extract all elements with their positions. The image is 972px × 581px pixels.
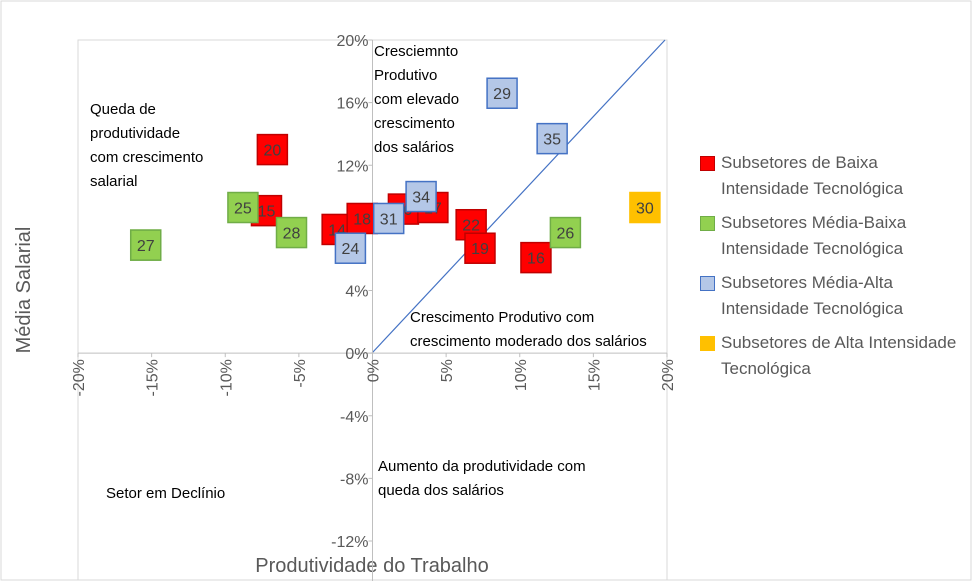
x-tick-label: 0% [366,359,383,382]
legend-label: Subsetores Média-Alta Intensidade Tecnol… [721,273,904,318]
legend: Subsetores de Baixa Intensidade Tecnológ… [700,150,965,390]
legend-item: Subsetores Média-Baixa Intensidade Tecno… [700,210,965,262]
point [275,216,308,249]
y-tick-label: -12% [331,534,368,551]
x-tick-label: 20% [660,359,677,391]
annotation: queda dos salários [378,482,504,499]
point [129,229,162,261]
point-label: 22 [462,218,480,235]
annotation: Crescimento Produtivo com [410,309,594,326]
y-tick-label: 0% [345,346,368,363]
point [464,232,496,264]
y-tick-label: 20% [336,33,368,50]
point [372,202,405,235]
x-tick-label: 10% [513,359,530,391]
legend-swatch [700,276,715,291]
legend-swatch [700,216,715,231]
point [227,191,259,224]
legend-label: Subsetores de Baixa Intensidade Tecnológ… [721,153,904,198]
point [346,202,378,235]
point-label: 16 [527,251,545,268]
legend-label: Subsetores Média-Baixa Intensidade Tecno… [721,213,907,258]
legend-item: Subsetores de Alta Intensidade Tecnológi… [700,330,965,382]
annotation: dos salários [374,139,454,156]
annotation: Produtivo [374,67,437,84]
annotation: salarial [90,173,138,190]
point-label: 19 [471,241,489,258]
point-label: 27 [137,238,155,255]
x-tick-label: -20% [71,359,88,396]
x-tick-label: 15% [586,359,603,391]
legend-swatch [700,336,715,351]
point-label: 24 [342,241,360,258]
point-label: 25 [234,201,252,218]
point [536,122,568,155]
point [549,216,582,249]
point [405,180,437,213]
y-axis-title: Média Salarial [13,227,35,354]
point-label: 28 [283,226,301,243]
y-tick-label: 4% [345,284,368,301]
y-tick-label: 16% [336,96,368,113]
legend-label: Subsetores de Alta Intensidade Tecnológi… [721,333,957,378]
reference-line [371,39,666,354]
y-tick-label: -8% [340,471,368,488]
point [256,133,289,166]
x-tick-label: -15% [145,359,162,396]
point-label: 15 [258,204,276,221]
point-label: 18 [353,211,371,228]
point-label: 35 [543,132,561,149]
point-label: 20 [263,143,281,160]
point [629,191,661,224]
annotation: crescimento moderado dos salários [410,333,647,350]
annotation: Aumento da produtividade com [378,458,586,475]
point-label: 29 [493,86,511,103]
point-label: 26 [556,226,574,243]
annotation: Setor em Declínio [106,485,225,502]
x-tick-label: 5% [439,359,456,382]
annotation: com crescimento [90,149,203,166]
point [486,77,518,109]
y-tick-label: -4% [340,409,368,426]
point [334,232,367,264]
annotation: Cresciemnto [374,43,458,60]
y-tick-label: 12% [336,158,368,175]
point-label: 31 [380,211,398,228]
x-tick-label: -5% [292,359,309,387]
annotation: crescimento [374,115,455,132]
point-label: 30 [636,201,654,218]
x-tick-label: -10% [218,359,235,396]
point [520,241,552,274]
annotation: Queda de [90,101,156,118]
legend-swatch [700,156,715,171]
annotation: com elevado [374,91,459,108]
annotation: produtividade [90,125,180,142]
legend-item: Subsetores Média-Alta Intensidade Tecnol… [700,270,965,322]
legend-item: Subsetores de Baixa Intensidade Tecnológ… [700,150,965,202]
point-label: 34 [412,190,430,207]
